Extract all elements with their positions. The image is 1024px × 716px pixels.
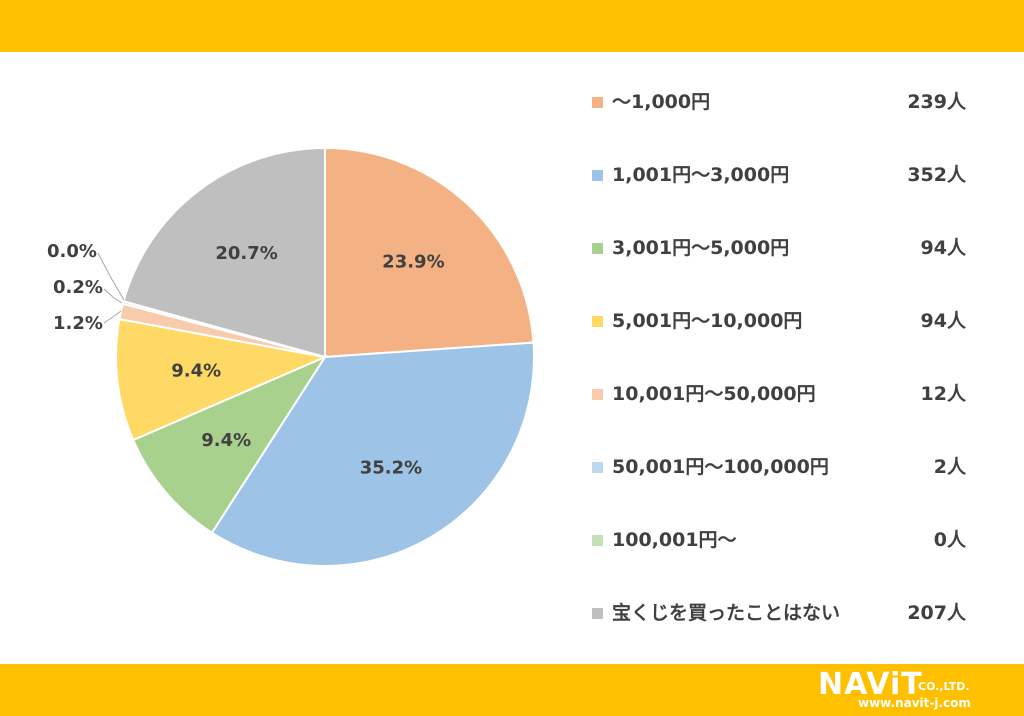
pie-slice-8 [122, 146, 326, 359]
legend-swatch-7 [592, 535, 603, 546]
percent-label-2: 35.2% [360, 458, 422, 479]
legend-swatch-3 [592, 243, 603, 254]
percent-label-1: 23.9% [382, 251, 444, 272]
percent-label-7: 0.0% [47, 241, 97, 262]
legend-swatch-5 [592, 389, 603, 400]
legend-swatch-8 [592, 608, 603, 619]
legend-swatch-1 [592, 97, 603, 108]
top-banner [0, 0, 1024, 52]
legend-count-7: 0人 [933, 529, 966, 551]
legend-swatch-2 [592, 170, 603, 181]
logo-wordmark: NAViT [818, 667, 923, 702]
legend-label-8: 宝くじを買ったことはない [612, 602, 841, 624]
logo-company-suffix: CO.,LTD. [918, 680, 970, 693]
pie-slice-1 [324, 146, 535, 359]
legend-item-4: 5,001円～10,000円 94人 [592, 301, 1002, 341]
percent-label-5: 1.2% [53, 313, 103, 334]
legend-swatch-4 [592, 316, 603, 327]
legend-count-1: 239人 [907, 91, 966, 113]
legend-item-7: 100,001円～ 0人 [592, 520, 1002, 560]
leader-line-7 [97, 252, 125, 301]
legend-count-4: 94人 [920, 310, 966, 332]
legend-count-3: 94人 [920, 237, 966, 259]
legend-item-3: 3,001円～5,000円 94人 [592, 228, 1002, 268]
leader-line-5 [103, 310, 122, 324]
legend-count-5: 12人 [920, 383, 966, 405]
legend-label-1: ～1,000円 [612, 91, 711, 113]
percent-label-6: 0.2% [53, 277, 103, 298]
leader-line-6 [103, 288, 123, 304]
pie-chart: 23.9% 35.2% 9.4% 9.4% 1.2% 0.2% 0.0% 20.7% [47, 146, 535, 567]
company-logo: NAViT CO.,LTD. www.navit-j.com [818, 666, 1008, 712]
legend-label-2: 1,001円～3,000円 [612, 164, 790, 186]
legend-swatch-6 [592, 462, 603, 473]
legend-label-5: 10,001円～50,000円 [612, 383, 816, 405]
legend-count-8: 207人 [907, 602, 966, 624]
data-labels: 23.9% 35.2% 9.4% 9.4% 1.2% 0.2% 0.0% 20.7% [47, 241, 445, 479]
pie-slices [115, 146, 535, 567]
legend-item-8: 宝くじを買ったことはない 207人 [592, 593, 1002, 633]
legend-item-2: 1,001円～3,000円 352人 [592, 155, 1002, 195]
leader-lines [97, 252, 125, 324]
pie-slice-3 [131, 354, 328, 535]
legend-count-6: 2人 [933, 456, 966, 478]
pie-slice-4 [115, 317, 329, 442]
legend-item-6: 50,001円～100,000円 2人 [592, 447, 1002, 487]
percent-label-4: 9.4% [171, 361, 221, 382]
pie-slice-2 [210, 341, 535, 567]
legend-count-2: 352人 [907, 164, 966, 186]
legend-label-3: 3,001円～5,000円 [612, 237, 790, 259]
percent-label-3: 9.4% [201, 430, 251, 451]
logo-website: www.navit-j.com [858, 696, 971, 710]
legend-item-1: ～1,000円 239人 [592, 82, 1002, 122]
legend-label-7: 100,001円～ [612, 529, 737, 551]
legend-label-4: 5,001円～10,000円 [612, 310, 803, 332]
legend-label-6: 50,001円～100,000円 [612, 456, 829, 478]
percent-label-8: 20.7% [215, 243, 277, 264]
bottom-banner [0, 664, 1024, 716]
legend-item-5: 10,001円～50,000円 12人 [592, 374, 1002, 414]
